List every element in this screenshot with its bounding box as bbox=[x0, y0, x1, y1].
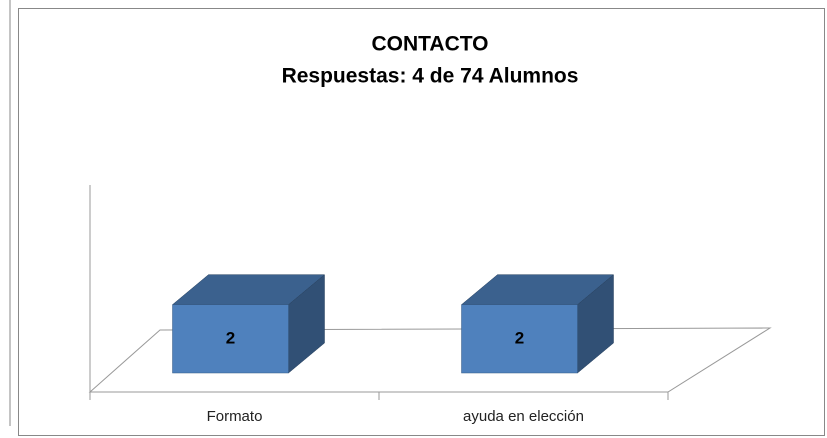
data-label: 2 bbox=[515, 328, 524, 347]
bar bbox=[461, 304, 578, 374]
chart-frame bbox=[18, 8, 825, 436]
x-tick-label: Formato bbox=[207, 408, 263, 425]
data-label: 2 bbox=[226, 328, 235, 347]
bar bbox=[172, 304, 289, 374]
x-tick-label: ayuda en elección bbox=[463, 408, 584, 425]
chart-title: CONTACTO bbox=[371, 33, 488, 56]
chart-subtitle: Respuestas: 4 de 74 Alumnos bbox=[282, 65, 579, 88]
